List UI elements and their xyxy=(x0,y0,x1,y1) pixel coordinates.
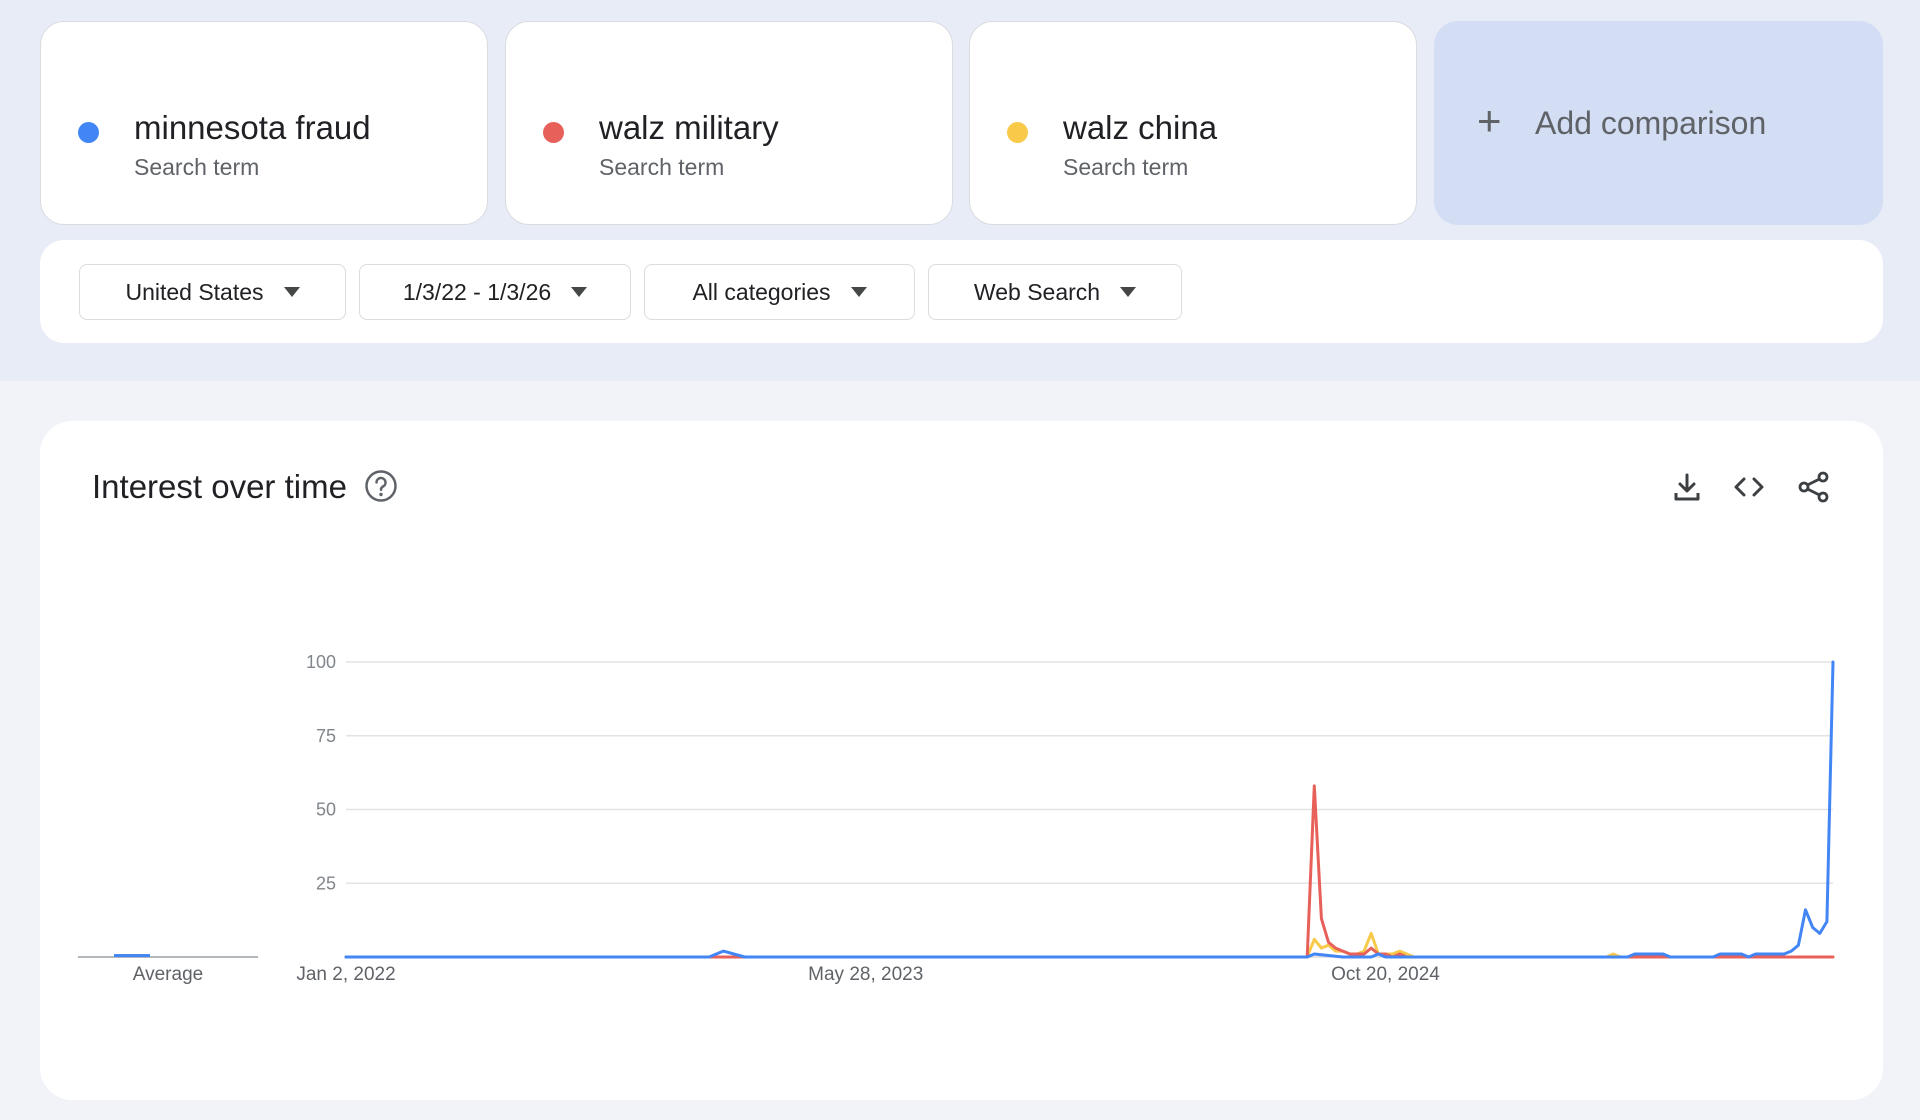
interest-over-time-panel: Interest over time 25 50 75 100 Jan 2, 2022 M… xyxy=(40,421,1883,1100)
caret-down-icon xyxy=(850,287,867,297)
series-color-dot xyxy=(78,122,99,143)
date-range-dropdown[interactable]: 1/3/22 - 1/3/26 xyxy=(359,264,631,320)
caret-down-icon xyxy=(283,287,300,297)
x-tick-label: Jan 2, 2022 xyxy=(296,964,395,985)
region-value: United States xyxy=(125,278,264,305)
download-icon[interactable] xyxy=(1669,469,1705,505)
panel-title: Interest over time xyxy=(92,468,347,505)
search-type-dropdown[interactable]: Web Search xyxy=(928,264,1182,320)
average-label: Average xyxy=(133,964,203,985)
y-tick-label: 50 xyxy=(316,800,336,820)
x-tick-label: May 28, 2023 xyxy=(808,964,923,985)
filter-bar: United States 1/3/22 - 1/3/26 All catego… xyxy=(40,240,1883,343)
series-line-walz-china xyxy=(344,931,1835,959)
term-label: walz china xyxy=(1063,109,1218,146)
term-type-label: Search term xyxy=(599,154,725,180)
category-value: All categories xyxy=(692,278,831,305)
y-tick-label: 25 xyxy=(316,873,336,893)
series-color-dot xyxy=(1007,122,1028,143)
term-label: minnesota fraud xyxy=(134,109,371,146)
add-comparison-button[interactable]: + Add comparison xyxy=(1434,21,1883,225)
series-color-dot xyxy=(543,122,564,143)
add-comparison-label: Add comparison xyxy=(1535,105,1767,141)
region-dropdown[interactable]: United States xyxy=(79,264,346,320)
y-tick-label: 75 xyxy=(316,726,336,746)
term-card-1[interactable]: minnesota fraud Search term xyxy=(40,21,488,225)
category-dropdown[interactable]: All categories xyxy=(644,264,915,320)
caret-down-icon xyxy=(571,287,588,297)
series-line-walz-military xyxy=(344,784,1835,959)
series-line-minnesota-fraud xyxy=(344,660,1835,959)
term-type-label: Search term xyxy=(134,154,260,180)
embed-icon[interactable] xyxy=(1731,469,1767,505)
term-card-2[interactable]: walz military Search term xyxy=(505,21,953,225)
term-type-label: Search term xyxy=(1063,154,1189,180)
caret-down-icon xyxy=(1120,287,1137,297)
term-label: walz military xyxy=(599,109,779,146)
average-bar xyxy=(114,954,150,957)
y-tick-label: 100 xyxy=(306,652,336,672)
plus-icon: + xyxy=(1477,97,1502,144)
date-range-value: 1/3/22 - 1/3/26 xyxy=(402,278,552,305)
share-icon[interactable] xyxy=(1796,469,1832,505)
help-icon[interactable] xyxy=(364,469,398,503)
interest-chart: 25 50 75 100 Jan 2, 2022 May 28, 2023 Oct 20, … xyxy=(78,652,1835,985)
search-type-value: Web Search xyxy=(973,278,1101,305)
x-tick-label: Oct 20, 2024 xyxy=(1331,964,1440,985)
term-card-3[interactable]: walz china Search term xyxy=(969,21,1417,225)
